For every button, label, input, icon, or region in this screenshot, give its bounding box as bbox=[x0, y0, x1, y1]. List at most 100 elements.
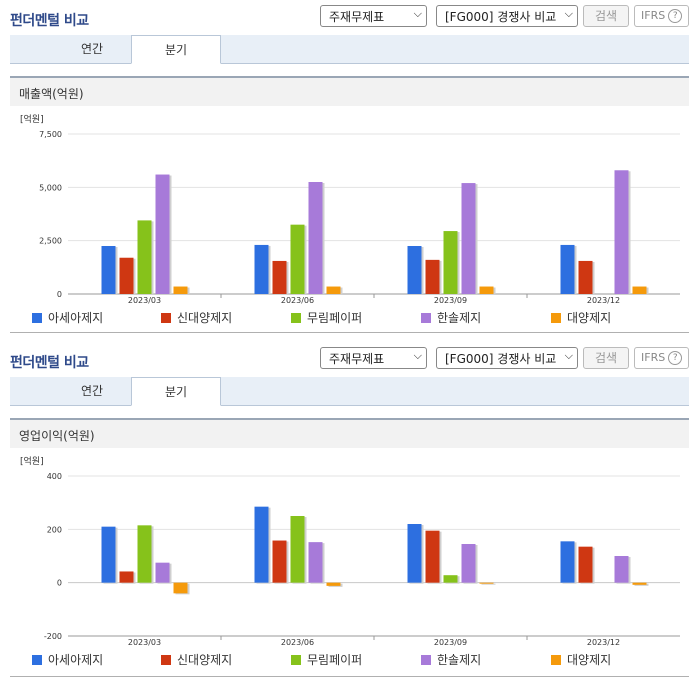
bar[interactable] bbox=[479, 286, 494, 294]
bar[interactable] bbox=[614, 170, 629, 294]
legend-label: 신대양제지 bbox=[177, 311, 233, 325]
y-tick-label: 400 bbox=[47, 472, 62, 481]
statement-select-value: 주재무제표 bbox=[329, 352, 385, 366]
legend-item-shindaeyang[interactable]: 신대양제지 bbox=[161, 651, 232, 668]
bar[interactable] bbox=[137, 220, 152, 294]
bar[interactable] bbox=[461, 544, 476, 583]
bar[interactable] bbox=[578, 546, 593, 583]
bar[interactable] bbox=[155, 562, 170, 583]
bar[interactable] bbox=[326, 286, 341, 294]
fundamental-panel-operating-income: 펀더멘털 비교 주재무제표 ⌵ [FG000] 경쟁사 비교 ⌵ 검색 IFRS… bbox=[0, 342, 696, 684]
y-tick-label: 7,500 bbox=[39, 130, 62, 139]
fundamental-panel-revenue: 펀더멘털 비교 주재무제표 ⌵ [FG000] 경쟁사 비교 ⌵ 검색 IFRS… bbox=[0, 0, 696, 340]
bar[interactable] bbox=[560, 541, 575, 583]
chevron-down-icon: ⌵ bbox=[413, 7, 422, 20]
legend-item-daeyang[interactable]: 대양제지 bbox=[551, 651, 611, 668]
help-icon[interactable]: ? bbox=[668, 351, 683, 365]
bar[interactable] bbox=[272, 540, 287, 583]
tab-annual[interactable]: 연간 bbox=[80, 384, 104, 398]
bar[interactable] bbox=[101, 246, 116, 294]
bar[interactable] bbox=[254, 244, 269, 294]
bar[interactable] bbox=[425, 530, 440, 583]
tab-quarterly[interactable]: 분기 bbox=[131, 35, 221, 64]
tab-annual[interactable]: 연간 bbox=[80, 42, 104, 56]
bar[interactable] bbox=[407, 524, 422, 583]
legend-label: 대양제지 bbox=[567, 311, 612, 325]
legend-item-asia-paper[interactable]: 아세아제지 bbox=[32, 309, 103, 326]
bar[interactable] bbox=[290, 516, 305, 583]
bar[interactable] bbox=[443, 575, 458, 583]
revenue-bar-chart: [억원] 0 2,500 5,000 7,500 2023/03 2023/06 2023/0… bbox=[20, 113, 680, 304]
bar[interactable] bbox=[137, 525, 152, 583]
bar[interactable] bbox=[290, 224, 305, 294]
bar[interactable] bbox=[119, 257, 134, 294]
bar[interactable] bbox=[155, 174, 170, 294]
bar[interactable] bbox=[560, 244, 575, 294]
bar-shadow bbox=[481, 583, 496, 585]
bar[interactable] bbox=[425, 259, 440, 294]
chevron-down-icon: ⌵ bbox=[564, 349, 573, 362]
period-tabs: 연간 분기 bbox=[10, 35, 689, 64]
legend-swatch bbox=[291, 313, 301, 323]
legend-label: 아세아제지 bbox=[48, 311, 104, 325]
bar[interactable] bbox=[308, 182, 323, 294]
panel-title: 펀더멘털 비교 bbox=[10, 13, 89, 29]
bar[interactable] bbox=[119, 571, 134, 583]
divider bbox=[10, 332, 689, 333]
ifrs-button[interactable]: IFRS? bbox=[634, 347, 689, 369]
search-button[interactable]: 검색 bbox=[583, 347, 629, 369]
legend-swatch bbox=[421, 313, 431, 323]
compare-select-value: [FG000] 경쟁사 비교 bbox=[445, 10, 557, 24]
bar[interactable] bbox=[326, 582, 341, 586]
legend-swatch bbox=[161, 313, 171, 323]
section-header: 매출액(억원) bbox=[10, 76, 689, 106]
bar[interactable] bbox=[578, 260, 593, 294]
bar[interactable] bbox=[461, 183, 476, 294]
bar[interactable] bbox=[254, 506, 269, 583]
panel-header: 펀더멘털 비교 주재무제표 ⌵ [FG000] 경쟁사 비교 ⌵ 검색 IFRS… bbox=[0, 0, 696, 34]
y-tick-label: 0 bbox=[57, 290, 62, 299]
section-header: 영업이익(억원) bbox=[10, 418, 689, 448]
bar[interactable] bbox=[173, 582, 188, 594]
y-tick-label: 5,000 bbox=[39, 183, 62, 192]
legend-item-asia-paper[interactable]: 아세아제지 bbox=[32, 651, 103, 668]
statement-select[interactable]: 주재무제표 ⌵ bbox=[320, 5, 427, 27]
y-unit-label: [억원] bbox=[20, 455, 44, 467]
compare-select-value: [FG000] 경쟁사 비교 bbox=[445, 352, 557, 366]
bar[interactable] bbox=[632, 582, 647, 585]
bar[interactable] bbox=[272, 260, 287, 294]
ifrs-label: IFRS bbox=[641, 351, 666, 364]
legend-item-shindaeyang[interactable]: 신대양제지 bbox=[161, 309, 232, 326]
x-tick-label: 2023/12 bbox=[587, 296, 620, 304]
compare-select[interactable]: [FG000] 경쟁사 비교 ⌵ bbox=[436, 5, 578, 27]
section-title: 영업이익(억원) bbox=[19, 429, 95, 443]
legend-label: 한솔제지 bbox=[437, 311, 482, 325]
legend-item-daeyang[interactable]: 대양제지 bbox=[551, 309, 611, 326]
legend-item-hansol[interactable]: 한솔제지 bbox=[421, 309, 481, 326]
statement-select[interactable]: 주재무제표 ⌵ bbox=[320, 347, 427, 369]
legend-label: 한솔제지 bbox=[437, 653, 482, 667]
panel-title: 펀더멘털 비교 bbox=[10, 355, 89, 371]
y-tick-label: -200 bbox=[44, 632, 62, 641]
bar[interactable] bbox=[479, 582, 494, 584]
compare-select[interactable]: [FG000] 경쟁사 비교 ⌵ bbox=[436, 347, 578, 369]
tab-quarterly[interactable]: 분기 bbox=[131, 377, 221, 406]
bar[interactable] bbox=[632, 286, 647, 294]
bar[interactable] bbox=[308, 542, 323, 583]
bar[interactable] bbox=[443, 231, 458, 294]
x-tick-label: 2023/09 bbox=[434, 638, 467, 647]
bar[interactable] bbox=[101, 526, 116, 583]
x-tick-label: 2023/06 bbox=[281, 296, 314, 304]
legend-swatch bbox=[551, 655, 561, 665]
legend-swatch bbox=[551, 313, 561, 323]
legend-item-hansol[interactable]: 한솔제지 bbox=[421, 651, 481, 668]
bar[interactable] bbox=[407, 246, 422, 294]
legend-item-moorim[interactable]: 무림페이퍼 bbox=[291, 309, 362, 326]
legend-item-moorim[interactable]: 무림페이퍼 bbox=[291, 651, 362, 668]
bar[interactable] bbox=[173, 286, 188, 294]
search-button[interactable]: 검색 bbox=[583, 5, 629, 27]
section-title: 매출액(억원) bbox=[19, 87, 84, 101]
ifrs-button[interactable]: IFRS? bbox=[634, 5, 689, 27]
help-icon[interactable]: ? bbox=[668, 9, 683, 23]
bar[interactable] bbox=[614, 556, 629, 583]
